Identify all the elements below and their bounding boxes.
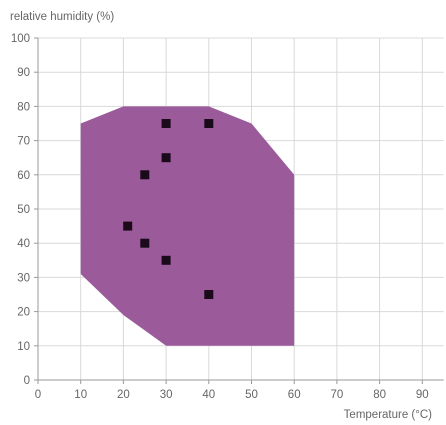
data-point (161, 255, 171, 265)
data-point (161, 119, 171, 128)
y-tick-label: 50 (17, 204, 30, 216)
x-tick-label: 30 (160, 389, 173, 401)
data-point (161, 153, 171, 163)
x-tick-label: 10 (74, 389, 87, 401)
x-tick-label: 40 (202, 389, 215, 401)
tick-labels: 0 10 20 30 40 50 60 70 80 90 0 10 20 30 40 50 60 70 80 90 10… (11, 33, 429, 401)
data-point (140, 238, 150, 248)
x-tick-label: 70 (331, 389, 344, 401)
x-tick-label: 90 (416, 389, 429, 401)
x-axis-title: Temperature (°C) (344, 409, 432, 421)
y-tick-label: 40 (17, 238, 30, 250)
y-tick-label: 20 (17, 307, 30, 319)
y-tick-label: 100 (11, 33, 30, 45)
data-point (204, 290, 214, 299)
data-point (204, 119, 214, 128)
y-tick-label: 60 (17, 170, 30, 182)
x-tick-label: 60 (288, 389, 301, 401)
x-tick-label: 50 (245, 389, 258, 401)
x-tick-label: 20 (117, 389, 130, 401)
region-layer (80, 106, 295, 346)
y-tick-label: 80 (17, 101, 30, 113)
y-tick-label: 0 (24, 375, 30, 387)
y-tick-label: 30 (17, 272, 30, 284)
axes (34, 37, 444, 384)
data-point (123, 221, 133, 231)
points-layer (123, 119, 214, 299)
x-tick-label: 80 (373, 389, 386, 401)
y-axis-title: relative humidity (%) (10, 11, 114, 23)
y-tick-label: 10 (17, 341, 30, 353)
operating-region (80, 106, 295, 346)
y-tick-label: 90 (17, 67, 30, 79)
data-point (140, 170, 150, 180)
x-tick-label: 0 (35, 389, 41, 401)
y-tick-label: 70 (17, 136, 30, 148)
